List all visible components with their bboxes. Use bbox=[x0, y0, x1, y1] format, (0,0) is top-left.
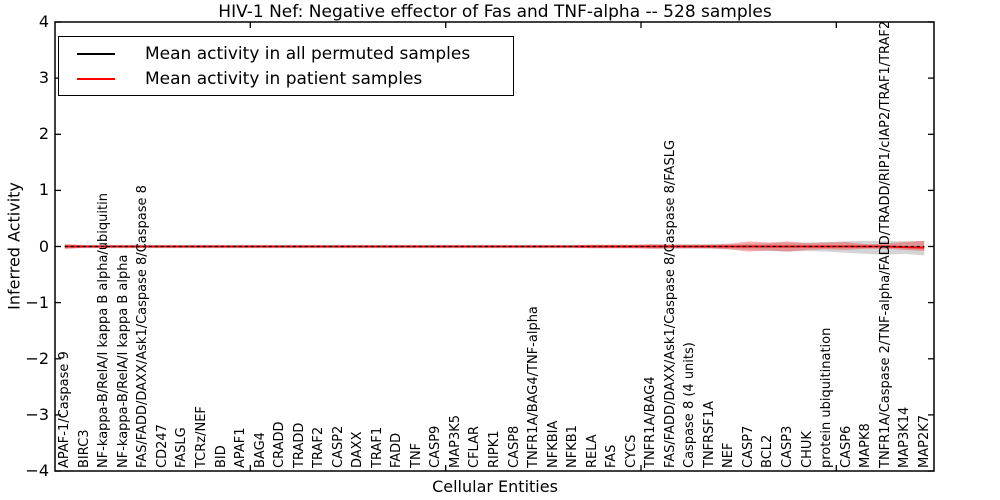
y-tick-label: 2 bbox=[38, 124, 49, 144]
x-category-label: MAP2K7 bbox=[916, 414, 932, 468]
legend-row-permuted: Mean activity in all permuted samples bbox=[59, 42, 513, 66]
x-category-label: protein ubiquitination bbox=[819, 327, 835, 468]
x-category-label: TNFR1A/BAG4/TNF-alpha bbox=[526, 306, 542, 468]
x-category-label: TNFRSF1A bbox=[701, 400, 717, 468]
x-category-label: CRADD bbox=[272, 421, 288, 469]
y-tick-label: −2 bbox=[25, 348, 49, 368]
legend-label-permuted: Mean activity in all permuted samples bbox=[145, 43, 471, 64]
x-category-label: APAF1 bbox=[233, 427, 249, 468]
x-category-label: TNF bbox=[408, 442, 424, 468]
x-category-label: TRAF2 bbox=[311, 426, 327, 468]
x-category-label: FADD bbox=[389, 432, 405, 468]
x-category-label: FAS bbox=[604, 444, 620, 468]
x-category-label: TNFR1A/Caspase 2/TNF-alpha/FADD/TRADD/RI… bbox=[877, 20, 893, 468]
x-category-label: CFLAR bbox=[467, 425, 483, 468]
x-category-label: NEF bbox=[721, 442, 737, 468]
x-category-label: FAS/FADD/DAXX/Ask1/Caspase 8/Caspase 8 bbox=[135, 185, 151, 468]
x-category-label: NFKB1 bbox=[565, 425, 581, 468]
x-category-label: CASP8 bbox=[506, 425, 522, 468]
x-category-label: CD247 bbox=[154, 424, 170, 468]
x-category-label: NF-kappa-B/RelA/I kappa B alpha bbox=[115, 254, 131, 468]
x-category-label: MAPK8 bbox=[858, 423, 874, 468]
x-category-label: TRAF1 bbox=[369, 426, 385, 468]
x-category-label: BAG4 bbox=[252, 432, 268, 468]
patient-line-swatch bbox=[77, 77, 115, 80]
chart-title: HIV-1 Nef: Negative effector of Fas and … bbox=[218, 2, 772, 22]
x-category-label: MAP3K14 bbox=[897, 406, 913, 468]
x-category-label: NF-kappa-B/RelA/I kappa B alpha/ubiquiti… bbox=[96, 193, 112, 468]
x-category-label: DAXX bbox=[350, 431, 366, 469]
x-category-label: CASP2 bbox=[330, 425, 346, 468]
y-tick-label: −1 bbox=[25, 292, 49, 312]
x-category-label: CASP3 bbox=[780, 425, 795, 468]
x-category-label: CASP9 bbox=[428, 425, 444, 468]
x-category-label: CASP7 bbox=[740, 425, 756, 468]
x-category-label: FASLG bbox=[174, 427, 190, 468]
x-category-label: NFKBIA bbox=[545, 420, 561, 468]
x-category-label: TCRz/NEF bbox=[194, 406, 209, 468]
legend: Mean activity in all permuted samples Me… bbox=[58, 36, 514, 96]
x-category-label: FAS/FADD/DAXX/Ask1/Caspase 8/Caspase 8/F… bbox=[662, 139, 678, 468]
y-tick-label: 3 bbox=[38, 68, 49, 88]
x-category-label: CYCS bbox=[623, 434, 639, 468]
x-category-label: RELA bbox=[584, 434, 600, 468]
y-tick-label: −4 bbox=[25, 461, 49, 480]
permuted-sample-range-band bbox=[64, 240, 925, 256]
x-category-label: APAF-1/Caspase 9 bbox=[57, 351, 73, 468]
y-tick-label: 4 bbox=[38, 12, 49, 31]
x-category-label: BID bbox=[213, 445, 229, 468]
x-category-label: Caspase 8 (4 units) bbox=[682, 342, 698, 468]
legend-label-patient: Mean activity in patient samples bbox=[145, 68, 423, 89]
x-category-label: BIRC3 bbox=[76, 429, 92, 469]
x-axis-label: Cellular Entities bbox=[432, 477, 558, 496]
permuted-line-swatch bbox=[77, 52, 115, 55]
x-category-label: CASP6 bbox=[838, 425, 854, 468]
y-tick-label: −3 bbox=[25, 404, 49, 424]
x-category-label: TRADD bbox=[291, 422, 307, 468]
x-category-label: RIPK1 bbox=[487, 430, 502, 468]
x-category-label: CHUK bbox=[799, 431, 815, 468]
legend-row-patient: Mean activity in patient samples bbox=[59, 67, 513, 91]
x-category-label: BCL2 bbox=[760, 434, 776, 468]
y-tick-label: 0 bbox=[38, 236, 49, 256]
x-category-label: TNFR1A/BAG4 bbox=[643, 376, 659, 468]
y-tick-label: 1 bbox=[38, 180, 49, 200]
x-category-label: MAP3K5 bbox=[447, 414, 463, 468]
